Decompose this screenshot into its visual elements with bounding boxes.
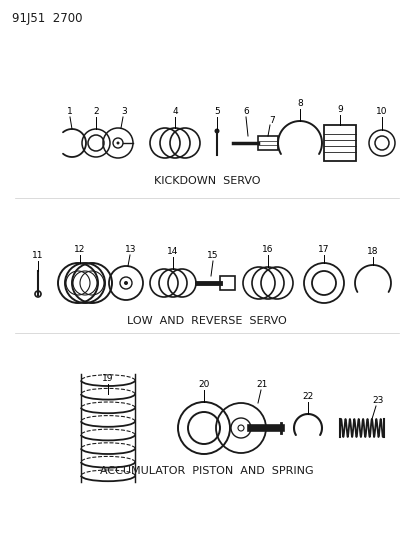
Text: 3: 3	[121, 107, 126, 116]
Text: 11: 11	[32, 251, 44, 260]
Text: 19: 19	[102, 374, 114, 383]
Circle shape	[237, 425, 243, 431]
Circle shape	[124, 281, 128, 285]
Bar	[257, 136, 277, 150]
Text: 9: 9	[336, 105, 342, 114]
Text: 1: 1	[67, 107, 73, 116]
Text: 91J51  2700: 91J51 2700	[12, 12, 82, 25]
Text: 12: 12	[74, 245, 85, 254]
Text: 4: 4	[172, 107, 177, 116]
Text: 16: 16	[261, 245, 273, 254]
Text: 8: 8	[297, 99, 302, 108]
Bar	[323, 125, 355, 161]
Text: 18: 18	[366, 247, 378, 256]
Text: 20: 20	[198, 380, 209, 389]
Text: 5: 5	[214, 107, 219, 116]
Circle shape	[214, 128, 219, 133]
Text: 2: 2	[93, 107, 99, 116]
Text: 23: 23	[371, 396, 383, 405]
Text: 21: 21	[256, 380, 267, 389]
Text: KICKDOWN  SERVO: KICKDOWN SERVO	[153, 176, 260, 186]
Text: 13: 13	[125, 245, 136, 254]
Text: 17: 17	[318, 245, 329, 254]
Text: 14: 14	[167, 247, 178, 256]
Text: 15: 15	[207, 251, 218, 260]
Text: LOW  AND  REVERSE  SERVO: LOW AND REVERSE SERVO	[127, 316, 286, 326]
Text: 10: 10	[375, 107, 387, 116]
Text: ACCUMULATOR  PISTON  AND  SPRING: ACCUMULATOR PISTON AND SPRING	[100, 466, 313, 476]
Text: 7: 7	[268, 116, 274, 125]
Bar	[219, 276, 235, 290]
Circle shape	[116, 141, 119, 144]
Text: 22: 22	[301, 392, 313, 401]
Text: 6: 6	[242, 107, 248, 116]
